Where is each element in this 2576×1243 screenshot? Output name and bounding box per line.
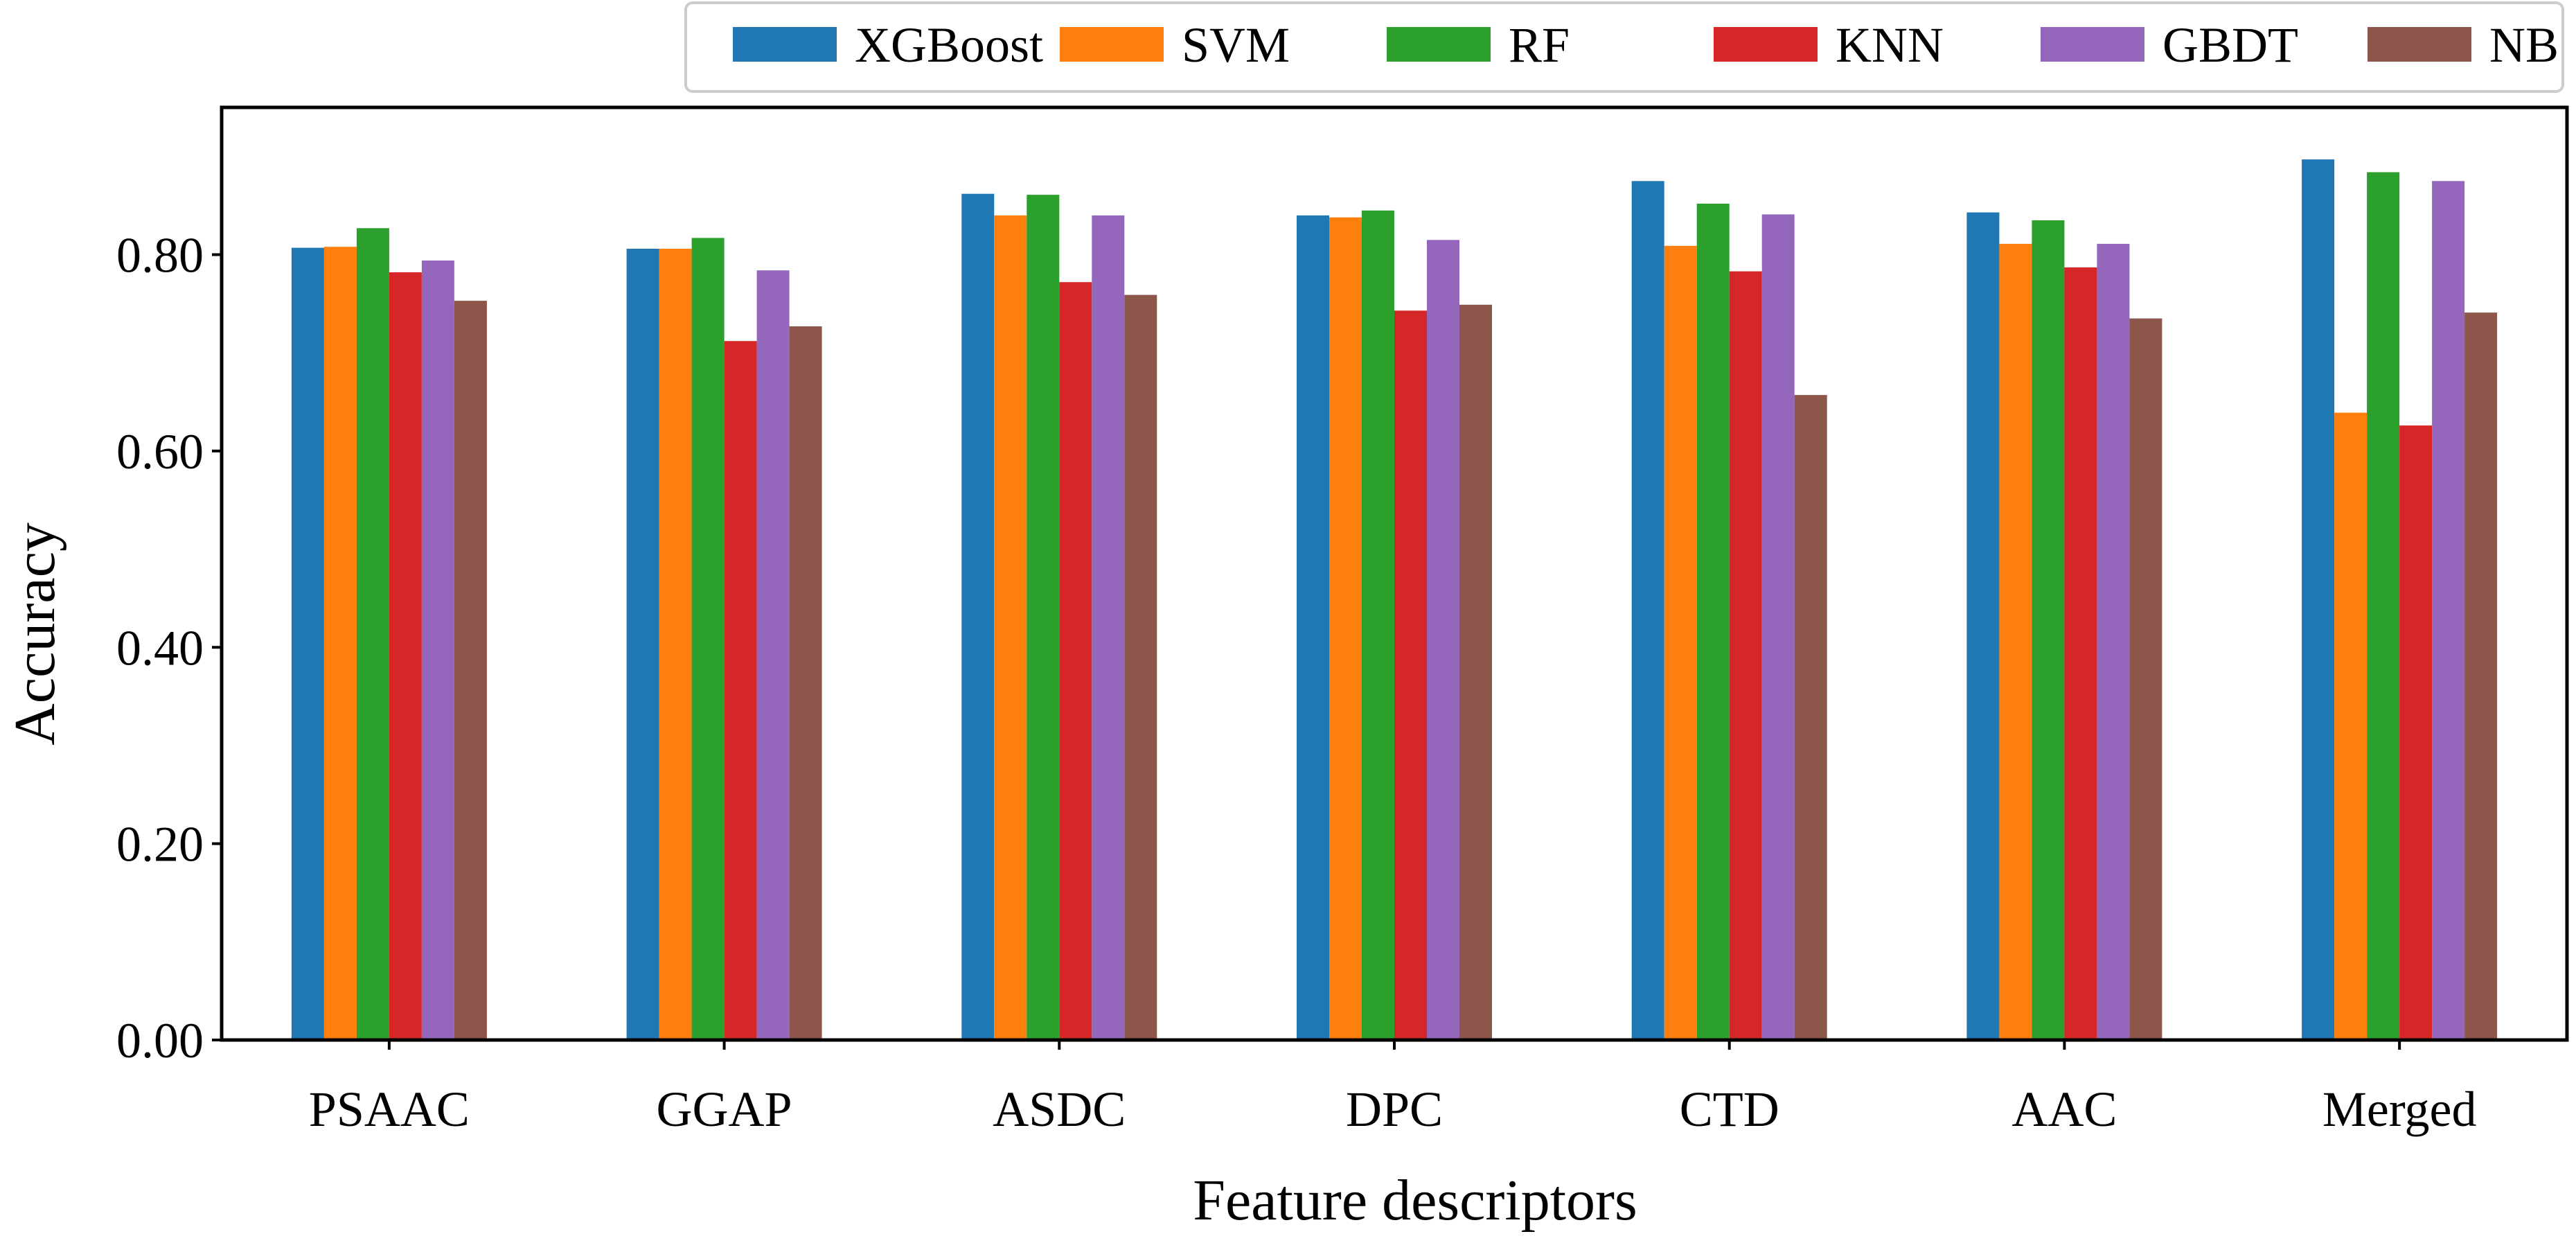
legend-label-nb: NB [2489,17,2559,73]
bar-nb-merged [2464,312,2498,1041]
x-tick-label: PSAAC [309,1082,470,1137]
bar-gbdt-aac [2097,243,2130,1040]
x-tick-label: AAC [2011,1082,2117,1137]
bar-rf-ggap [691,238,725,1040]
x-tick-label: CTD [1680,1082,1779,1137]
bar-svm-psaac [323,247,357,1041]
bar-nb-dpc [1459,304,1492,1040]
bar-xgboost-ggap [626,249,659,1040]
y-tick-label: 0.00 [116,1013,204,1068]
axes-layer: PSAAC GGAP ASDC DPC CTD AAC Merged 0.00 0.20 0.40… [116,105,2569,1137]
bar-xgboost-merged [2302,159,2335,1041]
bar-gbdt-ctd [1761,214,1795,1040]
bar-xgboost-psaac [291,247,324,1041]
bar-gbdt-merged [2432,181,2465,1040]
bar-svm-ctd [1664,245,1697,1040]
y-tick-label: 0.80 [116,228,204,283]
legend-label-xgboost: XGBoost [855,17,1043,73]
x-tick-label: ASDC [993,1082,1126,1137]
legend-swatch-nb [2368,27,2471,62]
legend-swatch-gbdt [2041,27,2144,62]
legend-label-svm: SVM [1182,17,1290,73]
bar-knn-merged [2399,425,2433,1040]
bar-gbdt-ggap [756,270,790,1041]
bar-gbdt-dpc [1427,240,1459,1040]
bar-rf-dpc [1362,210,1394,1040]
bar-svm-asdc [994,215,1027,1040]
legend-label-gbdt: GBDT [2162,17,2298,73]
bar-knn-ggap [724,341,757,1040]
legend-swatch-rf [1387,27,1491,62]
x-axis-label: Feature descriptors [1193,1168,1637,1233]
y-axis-label: Accuracy [3,522,67,746]
bar-rf-ctd [1696,203,1730,1040]
bar-xgboost-ctd [1631,181,1664,1040]
legend: XGBoost SVM RF KNN GBDT NB [684,1,2564,93]
bar-nb-ggap [789,326,822,1040]
bar-knn-asdc [1059,282,1092,1041]
bar-xgboost-dpc [1297,215,1329,1040]
y-tick-label: 0.20 [116,817,204,872]
legend-label-knn: KNN [1836,17,1944,73]
bar-knn-ctd [1729,271,1762,1041]
bar-rf-asdc [1027,195,1060,1041]
bar-gbdt-psaac [421,261,454,1040]
x-tick-label: GGAP [657,1082,792,1137]
y-tick-label: 0.40 [116,620,204,676]
legend-swatch-knn [1714,27,1818,62]
bar-knn-aac [2064,267,2097,1040]
legend-swatch-xgboost [733,27,837,62]
bar-knn-psaac [389,272,422,1040]
bar-rf-aac [2032,220,2065,1040]
bar-svm-dpc [1329,217,1362,1041]
legend-box [684,1,2564,93]
bar-gbdt-asdc [1092,215,1125,1040]
bar-knn-dpc [1394,310,1427,1040]
legend-label-rf: RF [1509,17,1570,73]
plot-frame [220,105,2569,1042]
bar-rf-merged [2367,172,2400,1040]
x-tick-label: DPC [1346,1082,1443,1137]
bar-xgboost-asdc [961,193,995,1041]
bar-nb-psaac [454,301,487,1041]
legend-swatch-svm [1060,27,1164,62]
bar-xgboost-aac [1966,212,2000,1041]
x-tick-label: Merged [2322,1082,2477,1137]
bar-rf-psaac [356,228,389,1040]
bar-nb-asdc [1124,294,1157,1041]
bar-nb-aac [2129,318,2162,1041]
bar-nb-ctd [1794,395,1827,1040]
y-tick-label: 0.60 [116,424,204,479]
bar-svm-ggap [659,249,692,1040]
bar-svm-merged [2334,412,2368,1040]
bar-svm-aac [1999,243,2032,1040]
bars-layer [291,159,2498,1041]
